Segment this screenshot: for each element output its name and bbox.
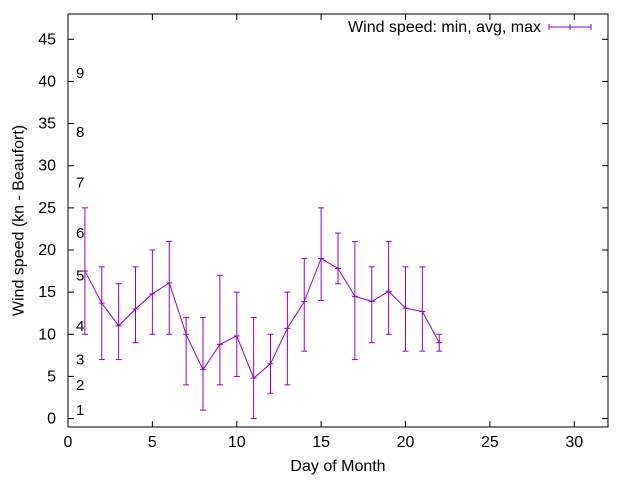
y-tick-label: 40	[38, 73, 56, 90]
beaufort-label: 7	[76, 175, 84, 192]
x-tick-label: 10	[228, 434, 246, 451]
y-tick-label: 0	[47, 411, 56, 428]
x-tick-label: 15	[312, 434, 330, 451]
error-bar	[351, 241, 358, 361]
y-tick-label: 25	[38, 200, 56, 217]
x-tick-label: 0	[64, 434, 73, 451]
y-tick-label: 15	[38, 284, 56, 301]
x-tick-label: 25	[481, 434, 499, 451]
beaufort-label: 8	[76, 124, 84, 141]
error-bar	[385, 241, 392, 335]
error-bar	[250, 316, 257, 420]
y-tick-label: 30	[38, 158, 56, 175]
y-tick-label: 10	[38, 326, 56, 343]
beaufort-label: 2	[76, 377, 84, 394]
error-bars	[81, 207, 443, 420]
axis-ticks	[67, 14, 608, 427]
x-axis-label: Day of Month	[290, 458, 385, 475]
beaufort-label: 4	[76, 318, 84, 335]
error-bar	[98, 266, 105, 361]
beaufort-label: 3	[76, 352, 84, 369]
error-bar	[115, 283, 122, 361]
error-bar	[183, 316, 190, 386]
error-bar	[335, 232, 341, 285]
x-tick-label: 5	[148, 434, 157, 451]
error-bar	[284, 291, 291, 386]
legend-label: Wind speed: min, avg, max	[348, 19, 541, 36]
beaufort-scale-labels: 1 2 3 4 5 6 7 8 9	[76, 65, 84, 419]
avg-wind-line	[84, 257, 440, 379]
y-tick-label: 35	[38, 116, 56, 133]
y-tick-label: 5	[47, 368, 56, 385]
error-bar	[132, 266, 139, 344]
error-bar	[301, 257, 308, 352]
plot-frame	[67, 13, 609, 428]
beaufort-label: 1	[76, 402, 84, 419]
error-bar	[419, 266, 426, 352]
beaufort-label: 9	[76, 65, 84, 82]
beaufort-label: 5	[76, 267, 84, 284]
beaufort-label: 6	[76, 225, 84, 242]
y-tick-label: 45	[38, 31, 56, 48]
x-tick-label: 20	[397, 434, 415, 451]
legend: Wind speed: min, avg, max	[348, 19, 592, 36]
y-axis-label: Wind speed (kn - Beaufort)	[11, 125, 28, 316]
error-bar	[216, 274, 223, 386]
x-tick-label: 30	[565, 434, 583, 451]
error-bar	[318, 207, 325, 302]
error-bar	[233, 291, 240, 377]
error-bar	[200, 316, 206, 411]
error-bar	[368, 266, 375, 344]
y-tick-label: 20	[38, 242, 56, 259]
